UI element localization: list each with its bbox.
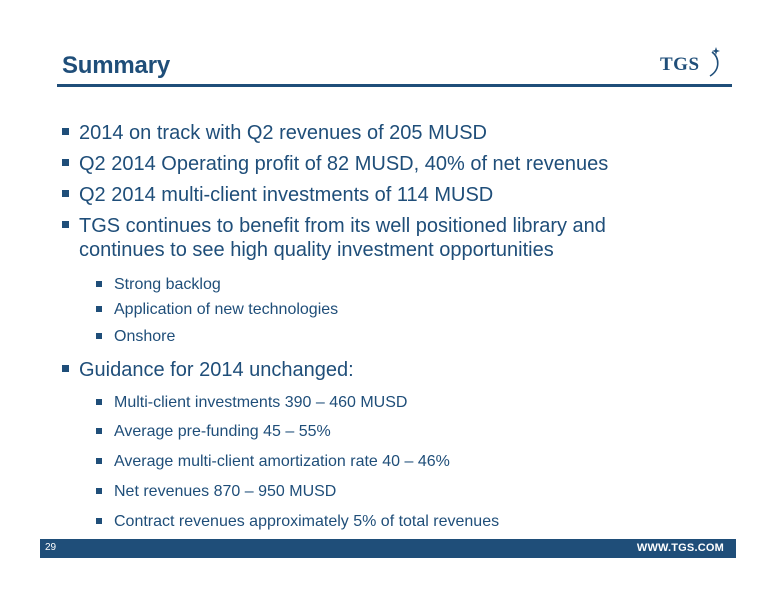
bullet-item: 2014 on track with Q2 revenues of 205 MU… bbox=[62, 121, 702, 145]
sub-bullet-text: Average multi-client amortization rate 4… bbox=[114, 453, 450, 470]
square-bullet-icon bbox=[96, 399, 102, 405]
square-bullet-icon bbox=[96, 281, 102, 287]
sub-bullet-text: Application of new technologies bbox=[114, 301, 339, 318]
sub-bullet-item: Application of new technologies bbox=[96, 300, 656, 320]
slide-title: Summary bbox=[62, 52, 170, 79]
bullet-text: Q2 2014 multi-client investments of 114 … bbox=[79, 184, 494, 206]
square-bullet-icon bbox=[96, 488, 102, 494]
square-bullet-icon bbox=[62, 128, 69, 135]
sub-bullet-text: Contract revenues approximately 5% of to… bbox=[114, 513, 500, 530]
sub-bullet-text: Strong backlog bbox=[114, 276, 221, 293]
square-bullet-icon bbox=[62, 159, 69, 166]
sub-bullet-item: Net revenues 870 – 950 MUSD bbox=[96, 482, 656, 502]
footer-bar: 29 WWW.TGS.COM bbox=[40, 539, 736, 558]
bullet-text: Guidance for 2014 unchanged: bbox=[79, 359, 354, 381]
square-bullet-icon bbox=[96, 333, 102, 339]
sub-bullet-item: Onshore bbox=[96, 327, 656, 347]
sub-bullet-item: Multi-client investments 390 – 460 MUSD bbox=[96, 393, 656, 413]
page-number: 29 bbox=[45, 542, 57, 553]
sub-bullet-text: Multi-client investments 390 – 460 MUSD bbox=[114, 394, 408, 411]
bullet-item: Q2 2014 Operating profit of 82 MUSD, 40%… bbox=[62, 152, 702, 176]
sub-bullet-item: Strong backlog bbox=[96, 275, 656, 295]
square-bullet-icon bbox=[96, 518, 102, 524]
square-bullet-icon bbox=[62, 190, 69, 197]
bullet-text: 2014 on track with Q2 revenues of 205 MU… bbox=[79, 122, 487, 144]
sub-bullet-item: Contract revenues approximately 5% of to… bbox=[96, 512, 656, 532]
square-bullet-icon bbox=[62, 221, 69, 228]
bullet-item: Q2 2014 multi-client investments of 114 … bbox=[62, 183, 702, 207]
title-divider bbox=[57, 84, 732, 87]
sub-bullet-text: Onshore bbox=[114, 328, 176, 345]
square-bullet-icon bbox=[96, 458, 102, 464]
bullet-item: Guidance for 2014 unchanged: bbox=[62, 358, 702, 382]
bullet-item: TGS continues to benefit from its well p… bbox=[62, 214, 662, 262]
tgs-logo: TGS bbox=[660, 44, 722, 82]
square-bullet-icon bbox=[96, 428, 102, 434]
square-bullet-icon bbox=[62, 365, 69, 372]
sub-bullet-item: Average multi-client amortization rate 4… bbox=[96, 452, 656, 472]
sub-bullet-item: Average pre-funding 45 – 55% bbox=[96, 422, 656, 442]
bullet-text: TGS continues to benefit from its well p… bbox=[79, 215, 606, 261]
footer-url: WWW.TGS.COM bbox=[636, 542, 724, 554]
logo-text: TGS bbox=[660, 54, 700, 75]
sub-bullet-text: Average pre-funding 45 – 55% bbox=[114, 423, 331, 440]
bullet-text: Q2 2014 Operating profit of 82 MUSD, 40%… bbox=[79, 153, 609, 175]
sub-bullet-text: Net revenues 870 – 950 MUSD bbox=[114, 483, 337, 500]
square-bullet-icon bbox=[96, 306, 102, 312]
star-swoosh-icon bbox=[709, 47, 720, 77]
